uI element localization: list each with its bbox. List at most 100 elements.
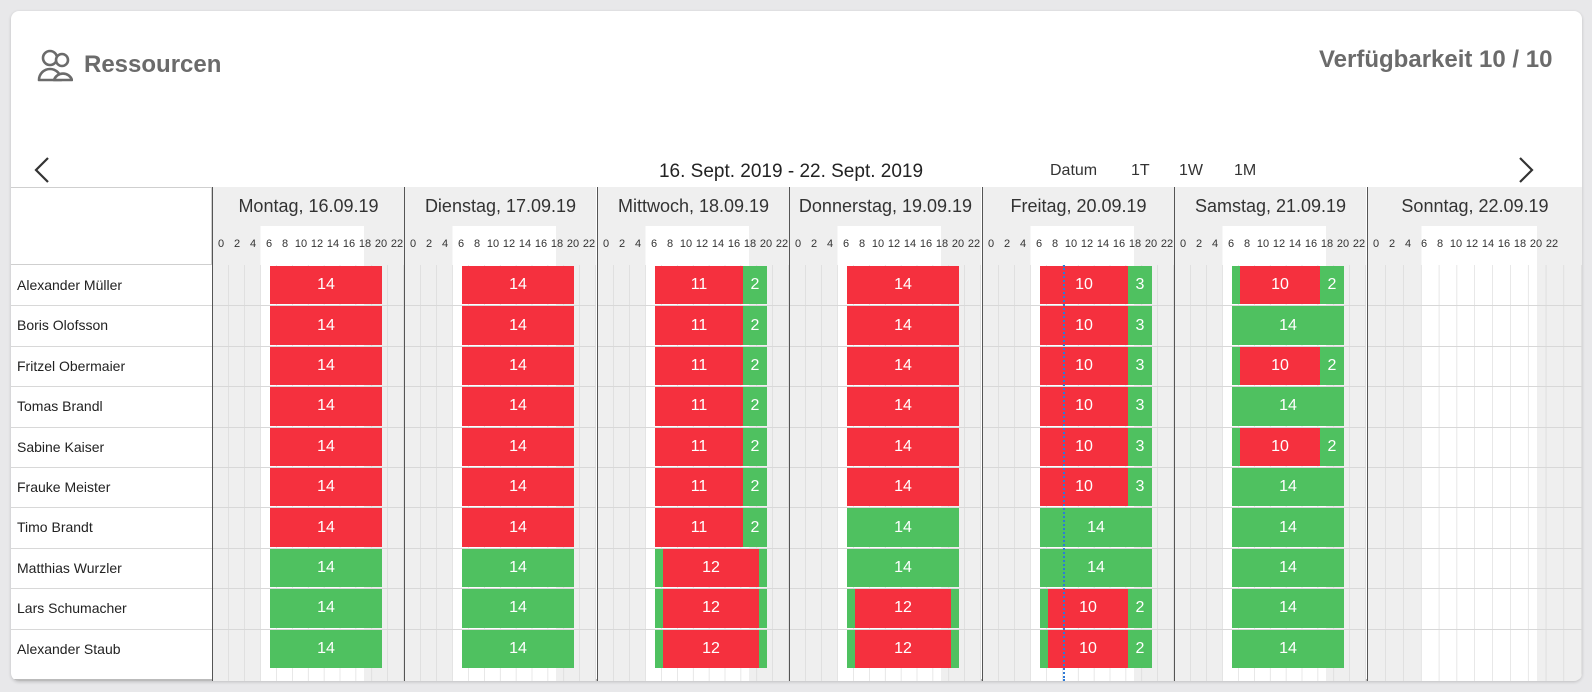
view-1t-button[interactable]: 1T (1131, 162, 1150, 179)
booking-block[interactable]: 12 (855, 589, 951, 628)
free-block[interactable]: 2 (1320, 266, 1344, 305)
booking-block[interactable]: 10 (1040, 387, 1128, 426)
booking-block[interactable]: 10 (1040, 306, 1128, 345)
booking-block[interactable]: 14 (270, 427, 382, 466)
booking-block[interactable]: 10 (1040, 346, 1128, 386)
booking-block[interactable]: 14 (462, 266, 574, 305)
booking-block[interactable]: 14 (847, 427, 959, 466)
booking-block[interactable]: 11 (655, 387, 743, 426)
booking-block[interactable]: 14 (847, 306, 959, 345)
view-datum-button[interactable]: Datum (1050, 162, 1098, 179)
free-block[interactable]: 14 (462, 589, 574, 628)
booking-block[interactable]: 14 (462, 306, 574, 345)
free-block[interactable]: 14 (1232, 548, 1344, 588)
free-block[interactable]: 3 (1128, 387, 1152, 426)
booking-block[interactable]: 12 (855, 629, 951, 668)
next-week-button[interactable] (1511, 155, 1541, 185)
booking-block[interactable]: 14 (270, 306, 382, 345)
booking-block[interactable]: 10 (1040, 427, 1128, 466)
free-block[interactable]: 14 (1232, 306, 1344, 345)
booking-block[interactable]: 12 (663, 589, 759, 628)
day-header[interactable]: Sonntag, 22.09.19 (1368, 187, 1582, 227)
free-block[interactable] (1232, 346, 1240, 386)
free-block[interactable]: 14 (847, 548, 959, 588)
free-block[interactable]: 3 (1128, 346, 1152, 386)
booking-block[interactable]: 10 (1240, 266, 1320, 305)
day-header[interactable]: Donnerstag, 19.09.19 (790, 187, 981, 227)
free-block[interactable]: 2 (743, 468, 767, 507)
free-block[interactable] (1040, 589, 1048, 628)
booking-block[interactable]: 14 (462, 427, 574, 466)
free-block[interactable]: 14 (462, 548, 574, 588)
free-block[interactable]: 14 (270, 629, 382, 668)
booking-block[interactable]: 10 (1040, 266, 1128, 305)
free-block[interactable]: 14 (1040, 508, 1152, 547)
free-block[interactable]: 14 (1040, 548, 1152, 588)
free-block[interactable] (655, 548, 663, 588)
booking-block[interactable]: 11 (655, 266, 743, 305)
free-block[interactable]: 2 (743, 266, 767, 305)
free-block[interactable]: 2 (743, 306, 767, 345)
free-block[interactable]: 3 (1128, 468, 1152, 507)
booking-block[interactable]: 14 (270, 468, 382, 507)
free-block[interactable] (655, 589, 663, 628)
free-block[interactable]: 14 (270, 589, 382, 628)
booking-block[interactable]: 14 (462, 468, 574, 507)
prev-week-button[interactable] (27, 155, 57, 185)
free-block[interactable] (655, 629, 663, 668)
booking-block[interactable]: 14 (462, 508, 574, 547)
free-block[interactable] (847, 589, 855, 628)
view-1w-button[interactable]: 1W (1179, 162, 1203, 179)
booking-block[interactable]: 11 (655, 468, 743, 507)
free-block[interactable]: 2 (1128, 629, 1152, 668)
free-block[interactable]: 14 (847, 508, 959, 547)
booking-block[interactable]: 11 (655, 508, 743, 547)
free-block[interactable]: 2 (1128, 589, 1152, 628)
day-header[interactable]: Samstag, 21.09.19 (1175, 187, 1366, 227)
free-block[interactable]: 3 (1128, 427, 1152, 466)
day-header[interactable]: Montag, 16.09.19 (213, 187, 404, 227)
free-block[interactable]: 2 (743, 387, 767, 426)
booking-block[interactable]: 10 (1048, 589, 1128, 628)
day-header[interactable]: Dienstag, 17.09.19 (405, 187, 596, 227)
free-block[interactable] (759, 629, 767, 668)
booking-block[interactable]: 12 (663, 548, 759, 588)
booking-block[interactable]: 11 (655, 306, 743, 345)
free-block[interactable]: 3 (1128, 306, 1152, 345)
free-block[interactable]: 14 (1232, 508, 1344, 547)
booking-block[interactable]: 14 (847, 387, 959, 426)
free-block[interactable] (951, 629, 959, 668)
free-block[interactable] (1040, 629, 1048, 668)
free-block[interactable]: 14 (462, 629, 574, 668)
booking-block[interactable]: 11 (655, 346, 743, 386)
booking-block[interactable]: 10 (1048, 629, 1128, 668)
free-block[interactable]: 2 (743, 346, 767, 386)
free-block[interactable]: 3 (1128, 266, 1152, 305)
booking-block[interactable]: 14 (462, 346, 574, 386)
booking-block[interactable]: 10 (1240, 427, 1320, 466)
day-header[interactable]: Freitag, 20.09.19 (983, 187, 1174, 227)
day-header[interactable]: Mittwoch, 18.09.19 (598, 187, 789, 227)
free-block[interactable] (1232, 427, 1240, 466)
free-block[interactable]: 14 (270, 548, 382, 588)
booking-block[interactable]: 14 (462, 387, 574, 426)
free-block[interactable] (847, 629, 855, 668)
free-block[interactable]: 14 (1232, 387, 1344, 426)
free-block[interactable]: 2 (1320, 427, 1344, 466)
free-block[interactable]: 2 (743, 427, 767, 466)
booking-block[interactable]: 14 (847, 266, 959, 305)
booking-block[interactable]: 11 (655, 427, 743, 466)
booking-block[interactable]: 14 (270, 387, 382, 426)
booking-block[interactable]: 12 (663, 629, 759, 668)
booking-block[interactable]: 14 (270, 508, 382, 547)
booking-block[interactable]: 10 (1040, 468, 1128, 507)
booking-block[interactable]: 14 (270, 266, 382, 305)
free-block[interactable]: 14 (1232, 468, 1344, 507)
free-block[interactable]: 14 (1232, 629, 1344, 668)
free-block[interactable] (759, 548, 767, 588)
free-block[interactable]: 14 (1232, 589, 1344, 628)
free-block[interactable]: 2 (743, 508, 767, 547)
booking-block[interactable]: 14 (847, 468, 959, 507)
booking-block[interactable]: 10 (1240, 346, 1320, 386)
booking-block[interactable]: 14 (270, 346, 382, 386)
